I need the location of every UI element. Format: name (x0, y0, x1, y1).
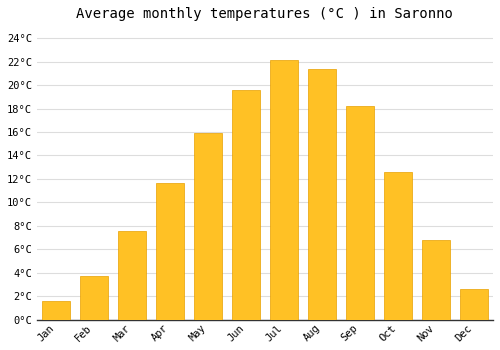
Bar (422, 240, 450, 320)
Bar (194, 133, 222, 320)
Bar (460, 289, 488, 320)
Bar (118, 231, 146, 320)
Bar (232, 90, 260, 320)
Bar (156, 182, 184, 320)
Bar (308, 69, 336, 320)
Bar (384, 172, 412, 320)
Bar (42, 301, 70, 320)
Bar (270, 60, 298, 320)
Bar (80, 276, 108, 320)
Title: Average monthly temperatures (°C ) in Saronno: Average monthly temperatures (°C ) in Sa… (76, 7, 454, 21)
Bar (346, 106, 374, 320)
